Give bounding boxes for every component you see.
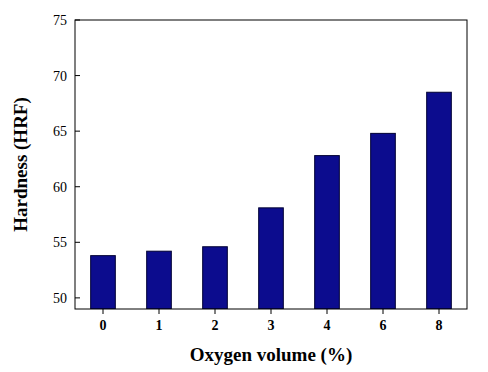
x-tick-label: 6 <box>380 318 387 333</box>
x-tick-label: 2 <box>212 318 219 333</box>
y-tick-label: 60 <box>53 180 67 195</box>
x-tick-label: 1 <box>156 318 163 333</box>
x-tick-label: 4 <box>324 318 331 333</box>
y-tick-label: 65 <box>53 124 67 139</box>
y-tick <box>75 242 80 243</box>
y-tick-label: 50 <box>53 291 67 306</box>
bar <box>371 133 396 309</box>
bar <box>91 256 116 309</box>
y-tick-label: 70 <box>53 69 67 84</box>
y-tick <box>75 297 80 298</box>
y-tick <box>75 75 80 76</box>
x-tick-label: 3 <box>268 318 275 333</box>
bar <box>147 251 172 309</box>
x-axis-label: Oxygen volume (%) <box>190 344 353 366</box>
y-tick <box>75 186 80 187</box>
x-tick <box>383 309 384 314</box>
bar <box>203 247 228 309</box>
y-tick-label: 75 <box>53 13 67 28</box>
plot-frame <box>75 20 467 309</box>
x-tick <box>215 309 216 314</box>
x-tick <box>271 309 272 314</box>
chart-svg: 50 55 60 65 70 75 0 1 2 3 4 6 8 Oxygen volume (%) Hard… <box>0 0 488 372</box>
x-tick <box>159 309 160 314</box>
x-tick <box>439 309 440 314</box>
y-tick <box>75 131 80 132</box>
x-tick <box>103 309 104 314</box>
y-tick-label: 55 <box>53 235 67 250</box>
bar <box>315 156 340 309</box>
bar <box>427 92 452 309</box>
bars <box>91 92 452 309</box>
y-axis-label: Hardness (HRF) <box>10 97 32 232</box>
x-tick-label: 8 <box>436 318 443 333</box>
chart: 50 55 60 65 70 75 0 1 2 3 4 6 8 Oxygen volume (%) Hard… <box>0 0 488 372</box>
x-tick <box>327 309 328 314</box>
bar <box>259 208 284 309</box>
y-tick <box>75 20 80 21</box>
x-tick-label: 0 <box>100 318 107 333</box>
